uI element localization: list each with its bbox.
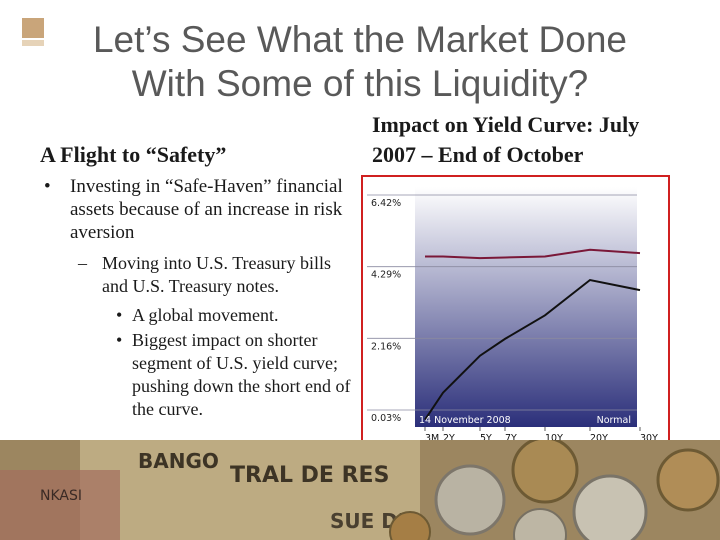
y-tick-label: 0.03% bbox=[371, 413, 401, 424]
bullet-level3-a: A global movement. bbox=[40, 304, 360, 327]
right-heading: Impact on Yield Curve: July 2007 – End o… bbox=[372, 110, 692, 170]
series-line-july bbox=[425, 248, 641, 260]
x-tick-label: 2Y bbox=[443, 433, 455, 444]
currency-background-image: BANGO TRAL DE RES NKASI SUE DU bbox=[0, 440, 720, 540]
right-heading-line-2: 2007 – End of October bbox=[372, 142, 584, 167]
y-tick-label: 6.42% bbox=[371, 198, 401, 209]
title-line-2: With Some of this Liquidity? bbox=[131, 63, 589, 104]
right-heading-line-1: Impact on Yield Curve: July bbox=[372, 112, 640, 137]
bullet-level2: Moving into U.S. Treasury bills and U.S.… bbox=[40, 252, 360, 298]
banknote-text-1: BANGO bbox=[138, 449, 219, 473]
banknote-text-2: TRAL DE RES bbox=[230, 463, 389, 488]
yield-curve-chart-frame: 6.42% 4.29% 2.16% 0.03% 3M 2Y 5Y 7Y 10Y 20Y 30Y 1… bbox=[361, 175, 670, 451]
accent-bar bbox=[22, 18, 44, 38]
slide-title: Let’s See What the Market Done With Some… bbox=[40, 18, 680, 106]
left-heading: A Flight to “Safety” bbox=[40, 142, 227, 167]
x-tick-label: 20Y bbox=[590, 433, 608, 444]
yield-curve-chart: 6.42% 4.29% 2.16% 0.03% 3M 2Y 5Y 7Y 10Y 20Y 30Y 1… bbox=[367, 187, 665, 447]
series-line-october bbox=[424, 278, 641, 421]
y-tick-label: 2.16% bbox=[371, 341, 401, 352]
y-tick-label: 4.29% bbox=[371, 270, 401, 281]
x-tick-label: 10Y bbox=[545, 433, 563, 444]
x-tick-label: 5Y bbox=[480, 433, 492, 444]
bullet-level3-b: Biggest impact on shorter segment of U.S… bbox=[40, 329, 360, 421]
accent-bar-light bbox=[22, 40, 44, 46]
x-tick-label: 3M bbox=[425, 433, 439, 444]
x-tick-label: 7Y bbox=[505, 433, 517, 444]
mode-label: Normal bbox=[597, 415, 631, 426]
banknote-text-3: NKASI bbox=[40, 488, 82, 504]
x-tick-label: 30Y bbox=[640, 433, 658, 444]
plot-area bbox=[415, 187, 637, 427]
bullet-list: Investing in “Safe-Haven” financial asse… bbox=[40, 175, 360, 423]
title-line-1: Let’s See What the Market Done bbox=[92, 19, 628, 60]
bullet-level1: Investing in “Safe-Haven” financial asse… bbox=[40, 175, 360, 244]
date-label: 14 November 2008 bbox=[419, 415, 511, 426]
